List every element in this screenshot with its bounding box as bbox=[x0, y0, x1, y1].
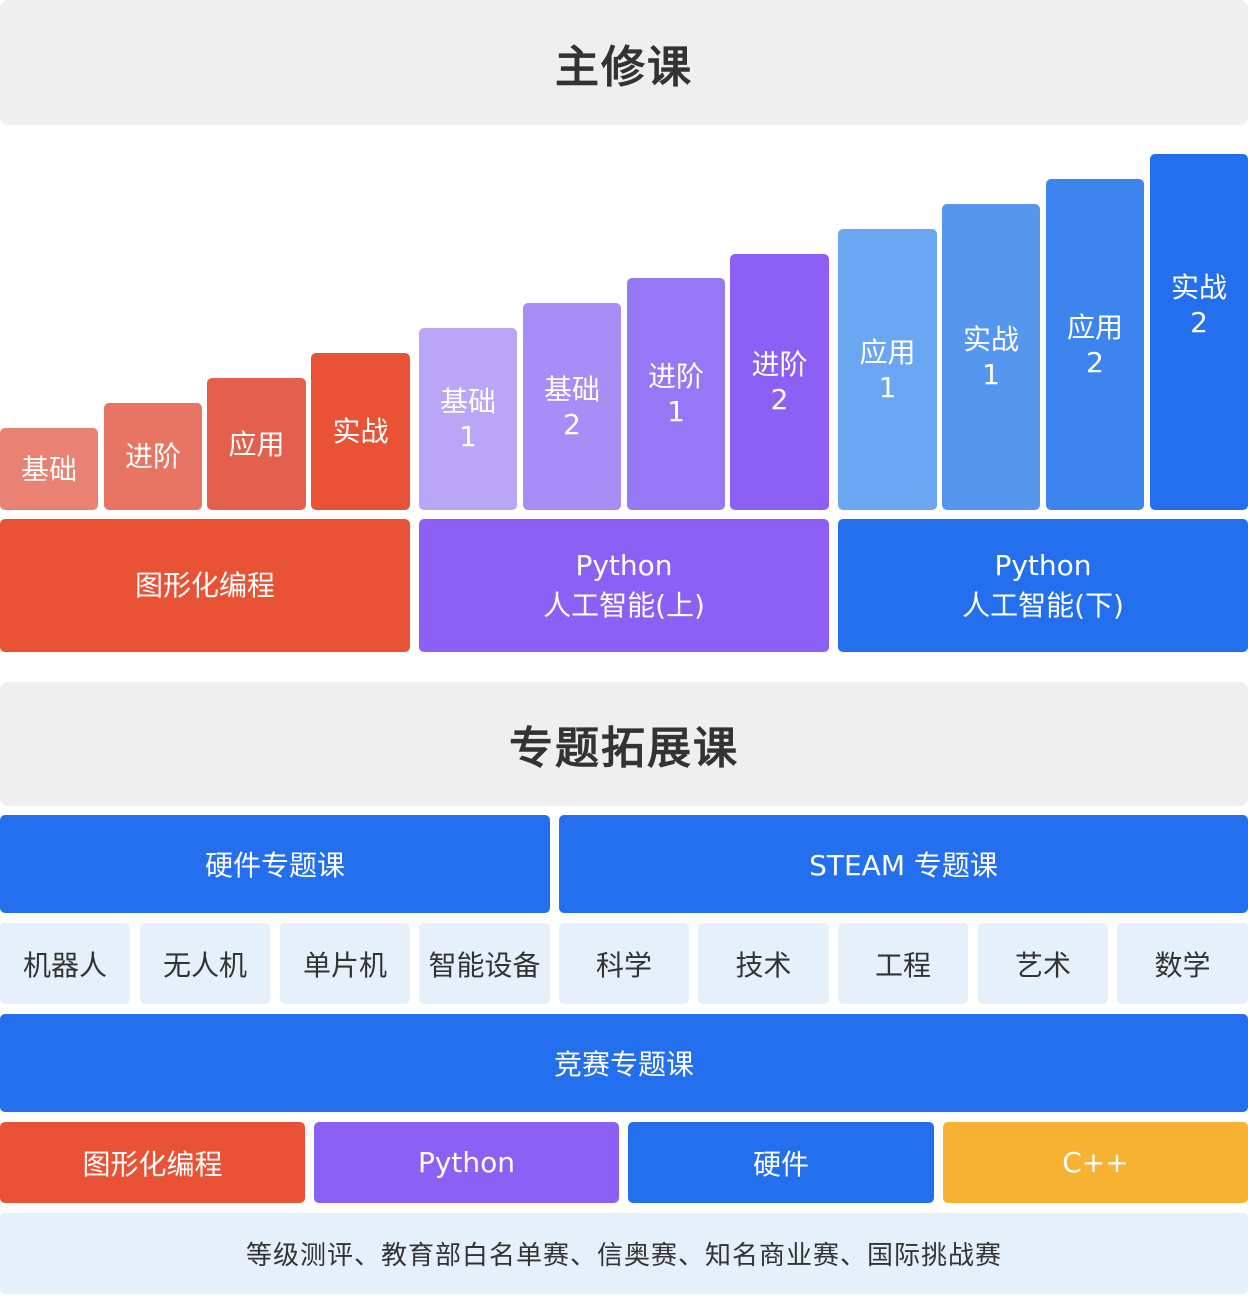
step-python2-application-2: 应用 2 bbox=[1046, 179, 1144, 510]
step-graphical-practice: 实战 bbox=[311, 353, 410, 510]
step-graphical-advanced: 进阶 bbox=[104, 403, 202, 510]
topic-science: 科学 bbox=[559, 923, 689, 1004]
competition-events: 等级测评、教育部白名单赛、信奥赛、知名商业赛、国际挑战赛 bbox=[0, 1213, 1248, 1294]
step-python2-practice-2: 实战 2 bbox=[1150, 154, 1248, 510]
competition-course-bar: 竞赛专题课 bbox=[0, 1014, 1248, 1112]
band-title: Python bbox=[994, 548, 1092, 582]
step-level: 1 bbox=[459, 420, 477, 453]
topic-technology: 技术 bbox=[698, 923, 829, 1004]
step-label: 实战 bbox=[1170, 271, 1227, 304]
step-label: 实战 bbox=[332, 415, 389, 448]
band-python-ai-part1: Python 人工智能(上) bbox=[419, 519, 829, 652]
step-level: 2 bbox=[770, 383, 789, 416]
steam-course-bar: STEAM 专题课 bbox=[559, 815, 1248, 913]
step-label: 进阶 bbox=[647, 360, 704, 393]
step-label: 基础 bbox=[439, 385, 496, 418]
step-label: 应用 bbox=[859, 335, 916, 369]
topic-math: 数学 bbox=[1117, 923, 1248, 1004]
hardware-course-bar: 硬件专题课 bbox=[0, 815, 550, 913]
band-subtitle: 人工智能(上) bbox=[543, 588, 705, 622]
step-python2-application-1: 应用 1 bbox=[838, 229, 937, 510]
main-course-header: 主修课 bbox=[0, 0, 1248, 125]
extension-course-header: 专题拓展课 bbox=[0, 682, 1248, 806]
step-python1-advanced-2: 进阶 2 bbox=[730, 254, 829, 510]
topic-robot: 机器人 bbox=[0, 923, 130, 1004]
track-hardware: 硬件 bbox=[628, 1122, 934, 1203]
topic-engineering: 工程 bbox=[838, 923, 968, 1004]
topic-microcontroller: 单片机 bbox=[280, 923, 410, 1004]
step-label: 实战 bbox=[962, 323, 1019, 356]
step-label: 进阶 bbox=[751, 348, 808, 381]
step-graphical-application: 应用 bbox=[207, 378, 306, 510]
track-python: Python bbox=[314, 1122, 619, 1203]
step-level: 2 bbox=[1190, 306, 1208, 339]
band-title: Python bbox=[575, 548, 673, 582]
band-label: 图形化编程 bbox=[134, 568, 275, 602]
track-graphical-programming: 图形化编程 bbox=[0, 1122, 305, 1203]
step-level: 2 bbox=[563, 407, 581, 441]
step-python2-practice-1: 实战 1 bbox=[942, 204, 1040, 510]
step-level: 1 bbox=[667, 395, 685, 428]
step-python1-basic-1: 基础 1 bbox=[419, 328, 517, 510]
band-graphical-programming: 图形化编程 bbox=[0, 519, 410, 652]
step-label: 应用 bbox=[1066, 310, 1123, 344]
step-level: 1 bbox=[878, 370, 897, 404]
track-cpp: C++ bbox=[943, 1122, 1248, 1203]
topic-smart-device: 智能设备 bbox=[419, 923, 550, 1004]
topic-art: 艺术 bbox=[978, 923, 1108, 1004]
step-python1-basic-2: 基础 2 bbox=[523, 303, 621, 510]
band-subtitle: 人工智能(下) bbox=[962, 588, 1124, 622]
step-python1-advanced-1: 进阶 1 bbox=[627, 278, 725, 510]
band-python-ai-part2: Python 人工智能(下) bbox=[838, 519, 1248, 652]
step-label: 基础 bbox=[20, 452, 77, 486]
step-level: 2 bbox=[1086, 345, 1104, 379]
step-level: 1 bbox=[982, 358, 1000, 391]
topic-drone: 无人机 bbox=[140, 923, 270, 1004]
step-label: 进阶 bbox=[124, 440, 181, 473]
step-graphical-basic: 基础 bbox=[0, 428, 98, 510]
step-label: 应用 bbox=[228, 427, 285, 461]
step-label: 基础 bbox=[543, 372, 600, 406]
